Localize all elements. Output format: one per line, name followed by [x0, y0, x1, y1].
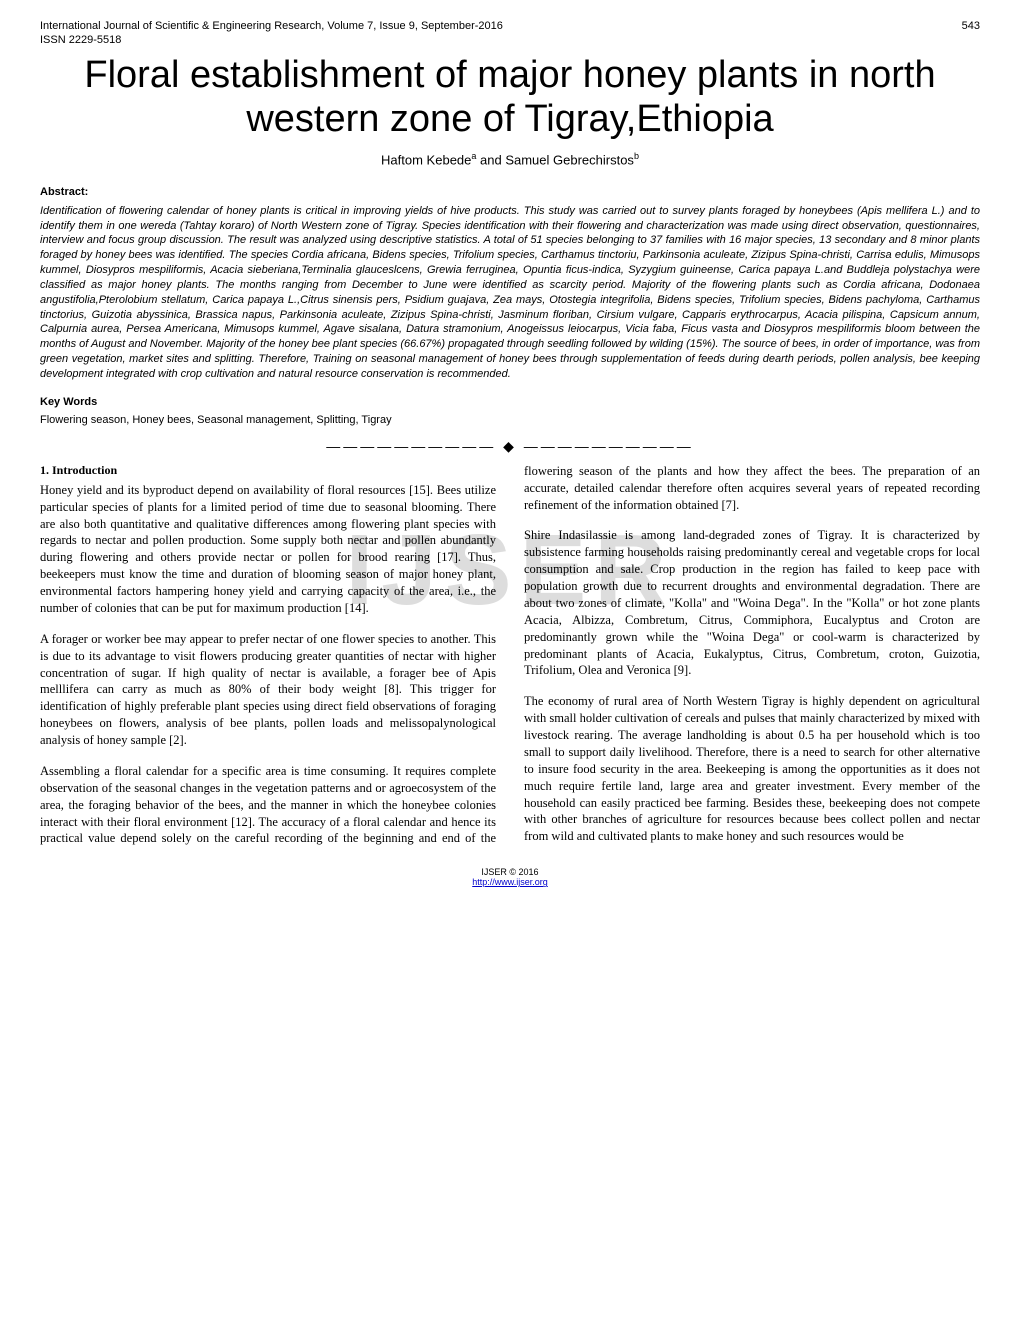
authors: Haftom Kebedea and Samuel Gebrechirstosb — [40, 151, 980, 167]
author-sup-b: b — [634, 151, 639, 161]
paper-title: Floral establishment of major honey plan… — [40, 54, 980, 141]
copyright: IJSER © 2016 — [40, 867, 980, 877]
section-divider: —————————— ◆ —————————— — [40, 438, 980, 455]
abstract-text: Identification of flowering calendar of … — [40, 204, 980, 382]
page-header: International Journal of Scientific & En… — [40, 20, 980, 32]
keywords-heading: Key Words — [40, 396, 980, 408]
paragraph-4: Shire Indasilassie is among land-degrade… — [524, 527, 980, 679]
two-column-body: 1. Introduction Honey yield and its bypr… — [40, 463, 980, 853]
journal-name: International Journal of Scientific & En… — [40, 20, 503, 32]
page-number: 543 — [962, 20, 980, 32]
footer-link[interactable]: http://www.ijser.org — [472, 877, 548, 887]
authors-and: and Samuel Gebrechirstos — [476, 153, 634, 168]
abstract-heading: Abstract: — [40, 186, 980, 198]
paragraph-5: The economy of rural area of North Weste… — [524, 693, 980, 845]
page-footer: IJSER © 2016 http://www.ijser.org — [40, 867, 980, 887]
author-1: Haftom Kebede — [381, 153, 471, 168]
intro-heading: 1. Introduction — [40, 463, 496, 478]
keywords-text: Flowering season, Honey bees, Seasonal m… — [40, 414, 980, 426]
paragraph-2: A forager or worker bee may appear to pr… — [40, 631, 496, 749]
issn-line: ISSN 2229-5518 — [40, 34, 980, 46]
content-wrap: IJSER 1. Introduction Honey yield and it… — [40, 463, 980, 853]
paragraph-1: Honey yield and its byproduct depend on … — [40, 482, 496, 617]
